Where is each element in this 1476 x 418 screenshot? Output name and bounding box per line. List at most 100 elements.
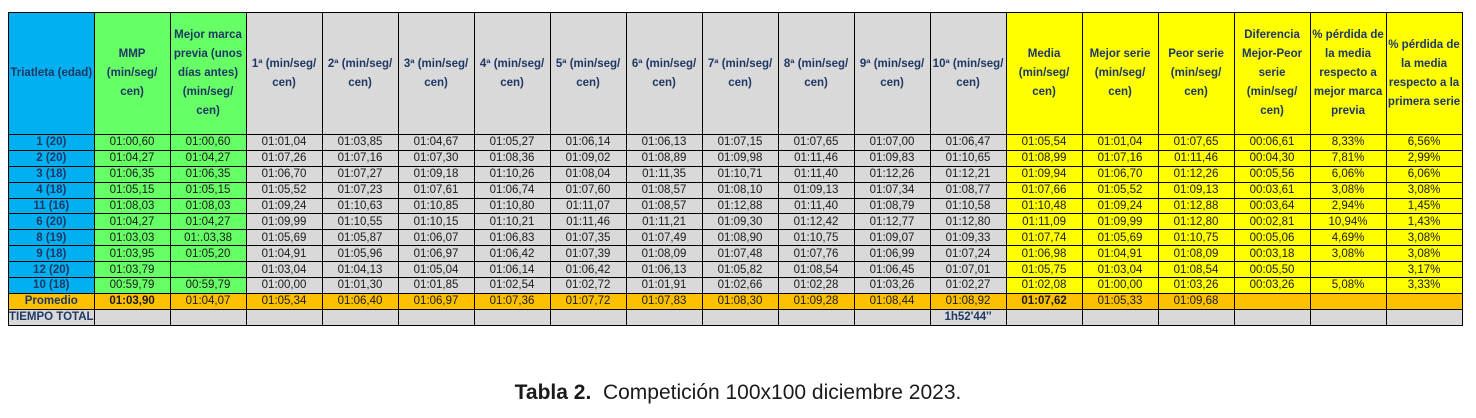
table-cell <box>1309 261 1387 279</box>
table-cell: 6,06% <box>1385 165 1463 183</box>
table-cell: 01:04,67 <box>397 134 475 151</box>
promedio-cell: 01:03,90 <box>93 292 171 310</box>
tiempo-total-cell <box>853 308 931 326</box>
table-cell: 01:07,76 <box>777 245 855 263</box>
table-cell: 01:06,13 <box>625 261 703 279</box>
table-cell: 7,81% <box>1309 149 1387 167</box>
promedio-cell: 01:09,28 <box>777 292 855 310</box>
tiempo-total-label: TIEMPO TOTAL <box>8 308 95 326</box>
table-cell: 00:03,26 <box>1233 277 1311 294</box>
table-cell: 01:03,26 <box>853 277 931 294</box>
table-cell: 00:03,64 <box>1233 197 1311 215</box>
table-cell: 01:10,26 <box>473 165 551 183</box>
caption-text: Competición 100x100 diciembre 2023. <box>602 381 962 404</box>
table-cell: 01:02,08 <box>1005 277 1083 294</box>
table-cell: 01:09,99 <box>245 213 323 231</box>
table-cell: 01:12,26 <box>853 165 931 183</box>
tiempo-total-row: TIEMPO TOTAL 1h52'44'' <box>8 308 1463 326</box>
table-cell: 01:11,46 <box>1157 149 1235 167</box>
table-cell: 01:06,99 <box>853 245 931 263</box>
table-cell: 01:10,15 <box>397 213 475 231</box>
table-cell: 01:07,27 <box>321 165 399 183</box>
athlete-cell: 10 (18) <box>8 277 95 294</box>
promedio-cell <box>1385 292 1463 310</box>
table-cell: 01:09,94 <box>1005 165 1083 183</box>
table-cell: 01:06,74 <box>473 181 551 199</box>
table-caption: Tabla 2. Competición 100x100 diciembre 2… <box>0 381 1476 405</box>
table-cell: 00:04,30 <box>1233 149 1311 167</box>
table-header-row: Triatleta (edad) MMP (min/seg/ cen) Mejor … <box>8 12 1463 135</box>
table-cell: 01:01,04 <box>1081 134 1159 151</box>
table-cell: 01:09,13 <box>777 181 855 199</box>
table-cell: 01:10,63 <box>321 197 399 215</box>
table-cell: 01:09,07 <box>853 229 931 247</box>
table-cell: 00:06,61 <box>1233 134 1311 151</box>
table-cell: 00:05,50 <box>1233 261 1311 279</box>
table-cell: 01:01,85 <box>397 277 475 294</box>
table-cell: 10,94% <box>1309 213 1387 231</box>
table-cell: 01:04,27 <box>93 149 171 167</box>
table-cell: 01:06,97 <box>397 245 475 263</box>
table-cell: 3,08% <box>1385 229 1463 247</box>
table-cell: 01:.03,38 <box>169 229 247 247</box>
table-cell: 01:06,42 <box>473 245 551 263</box>
table-cell: 01:12,80 <box>929 213 1007 231</box>
table-cell: 3,08% <box>1385 245 1463 263</box>
table-cell: 01:01,30 <box>321 277 399 294</box>
table-cell: 01:10,21 <box>473 213 551 231</box>
table-cell: 01:06,83 <box>473 229 551 247</box>
table-cell: 01:03,04 <box>245 261 323 279</box>
tiempo-total-cell <box>1233 308 1311 326</box>
promedio-cell: 01:08,44 <box>853 292 931 310</box>
column-header: 9ª (min/seg/ cen) <box>853 12 931 135</box>
table-cell: 01:09,24 <box>245 197 323 215</box>
table-cell: 01:00,60 <box>169 134 247 151</box>
table-cell: 01:07,35 <box>549 229 627 247</box>
table-cell: 01:08,04 <box>549 165 627 183</box>
promedio-cell: 01:08,92 <box>929 292 1007 310</box>
tiempo-total-cell <box>777 308 855 326</box>
table-cell: 01:06,47 <box>929 134 1007 151</box>
athlete-cell: 12 (20) <box>8 261 95 279</box>
table-cell: 01:02,27 <box>929 277 1007 294</box>
column-header: % pérdida de la media respecto a mejor m… <box>1309 12 1387 135</box>
table-cell: 01:05,96 <box>321 245 399 263</box>
athlete-cell: 11 (16) <box>8 197 95 215</box>
athlete-cell: 1 (20) <box>8 134 95 151</box>
results-table: Triatleta (edad) MMP (min/seg/ cen) Mejor … <box>8 12 1463 326</box>
table-cell: 01:07,60 <box>549 181 627 199</box>
table-row: 3 (18) 01:06,35 01:06,35 01:06,70 01:07,27 01… <box>8 165 1463 183</box>
column-header: 7ª (min/seg/ cen) <box>701 12 779 135</box>
table-cell: 00:03,61 <box>1233 181 1311 199</box>
table-cell: 01:02,28 <box>777 277 855 294</box>
table-cell: 01:07,24 <box>929 245 1007 263</box>
table-cell: 01:04,13 <box>321 261 399 279</box>
table-cell: 01:04,91 <box>1081 245 1159 263</box>
table-cell: 01:01,91 <box>625 277 703 294</box>
table-cell: 01:04,27 <box>169 213 247 231</box>
caption-label: Tabla 2. <box>514 381 592 404</box>
table-cell: 01:09,02 <box>549 149 627 167</box>
table-cell: 01:08,54 <box>777 261 855 279</box>
column-header: Triatleta (edad) <box>8 12 95 135</box>
table-cell: 01:05,75 <box>1005 261 1083 279</box>
table-cell: 01:07,23 <box>321 181 399 199</box>
table-cell: 01:08,77 <box>929 181 1007 199</box>
table-cell: 01:04,27 <box>169 149 247 167</box>
tiempo-total-cell <box>169 308 247 326</box>
table-cell: 01:05,52 <box>1081 181 1159 199</box>
table-cell: 01:08,57 <box>625 197 703 215</box>
table-cell: 01:08,89 <box>625 149 703 167</box>
tiempo-total-cell <box>397 308 475 326</box>
table-cell: 01:11,09 <box>1005 213 1083 231</box>
table-cell: 1,45% <box>1385 197 1463 215</box>
table-cell: 5,08% <box>1309 277 1387 294</box>
table-cell: 01:05,54 <box>1005 134 1083 151</box>
table-cell: 01:05,04 <box>397 261 475 279</box>
table-cell: 6,56% <box>1385 134 1463 151</box>
promedio-cell: 01:07,83 <box>625 292 703 310</box>
table-cell: 2,99% <box>1385 149 1463 167</box>
table-cell: 01:10,75 <box>1157 229 1235 247</box>
table-cell: 01:06,70 <box>1081 165 1159 183</box>
table-cell: 01:08,57 <box>625 181 703 199</box>
